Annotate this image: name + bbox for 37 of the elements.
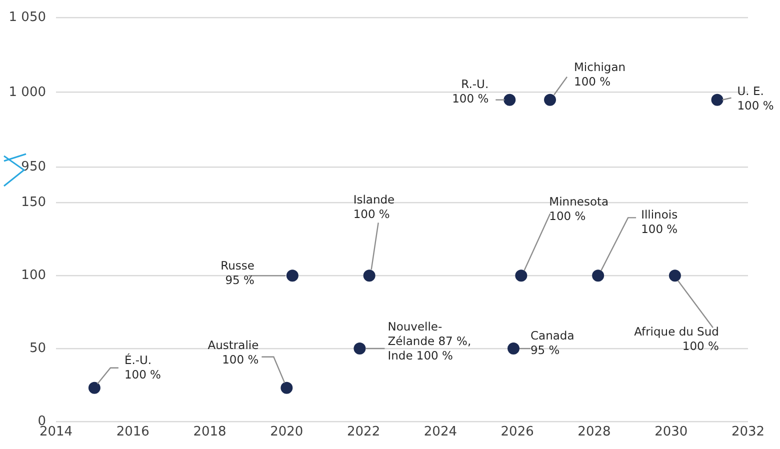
y-tick-label: 1 050 [8,10,46,26]
point [88,382,100,394]
annotation: U. E. 100 % [737,84,774,112]
annotation: Nouvelle- Zélande 87 %, Inde 100 % [388,320,472,363]
x-tick-label: 2030 [654,424,688,440]
annotation: Canada 95 % [530,328,574,358]
annotation: Michigan 100 % [574,60,626,88]
point [354,342,366,355]
annotation: Russe 95 % [220,258,255,288]
x-tick-label: 2022 [347,424,380,440]
x-tick-label: 2028 [578,424,611,440]
annotation: É.-U. 100 % [124,352,162,382]
y-tick-label: 50 [29,340,46,356]
point [592,270,604,282]
y-tick-label: 100 [21,268,46,284]
x-tick-label: 2032 [731,424,765,440]
x-tick-label: 2024 [424,424,457,440]
x-tick-label: 2018 [193,424,226,440]
annotation: Minnesota 100 % [549,194,609,224]
annotation: R.-U. 100 % [452,76,489,106]
y-tick-label: 1 000 [8,84,46,100]
x-tick-label: 2014 [39,424,73,440]
x-tick-label: 2020 [270,424,304,440]
annotation: Australie 100 % [208,338,259,366]
point [515,270,528,282]
point [280,382,293,394]
annotation: Afrique du Sud 100 % [634,324,720,354]
x-tick-label: 2016 [116,424,150,440]
point [507,342,520,355]
x-tick-label: 2026 [500,424,534,440]
point [363,270,376,282]
y-tick-label: 950 [21,159,46,174]
point [286,270,298,282]
annotation: Islande 100 % [353,192,395,222]
y-tick-label: 150 [21,195,46,210]
annotation: Illinois 100 % [641,208,678,236]
point [668,270,681,282]
